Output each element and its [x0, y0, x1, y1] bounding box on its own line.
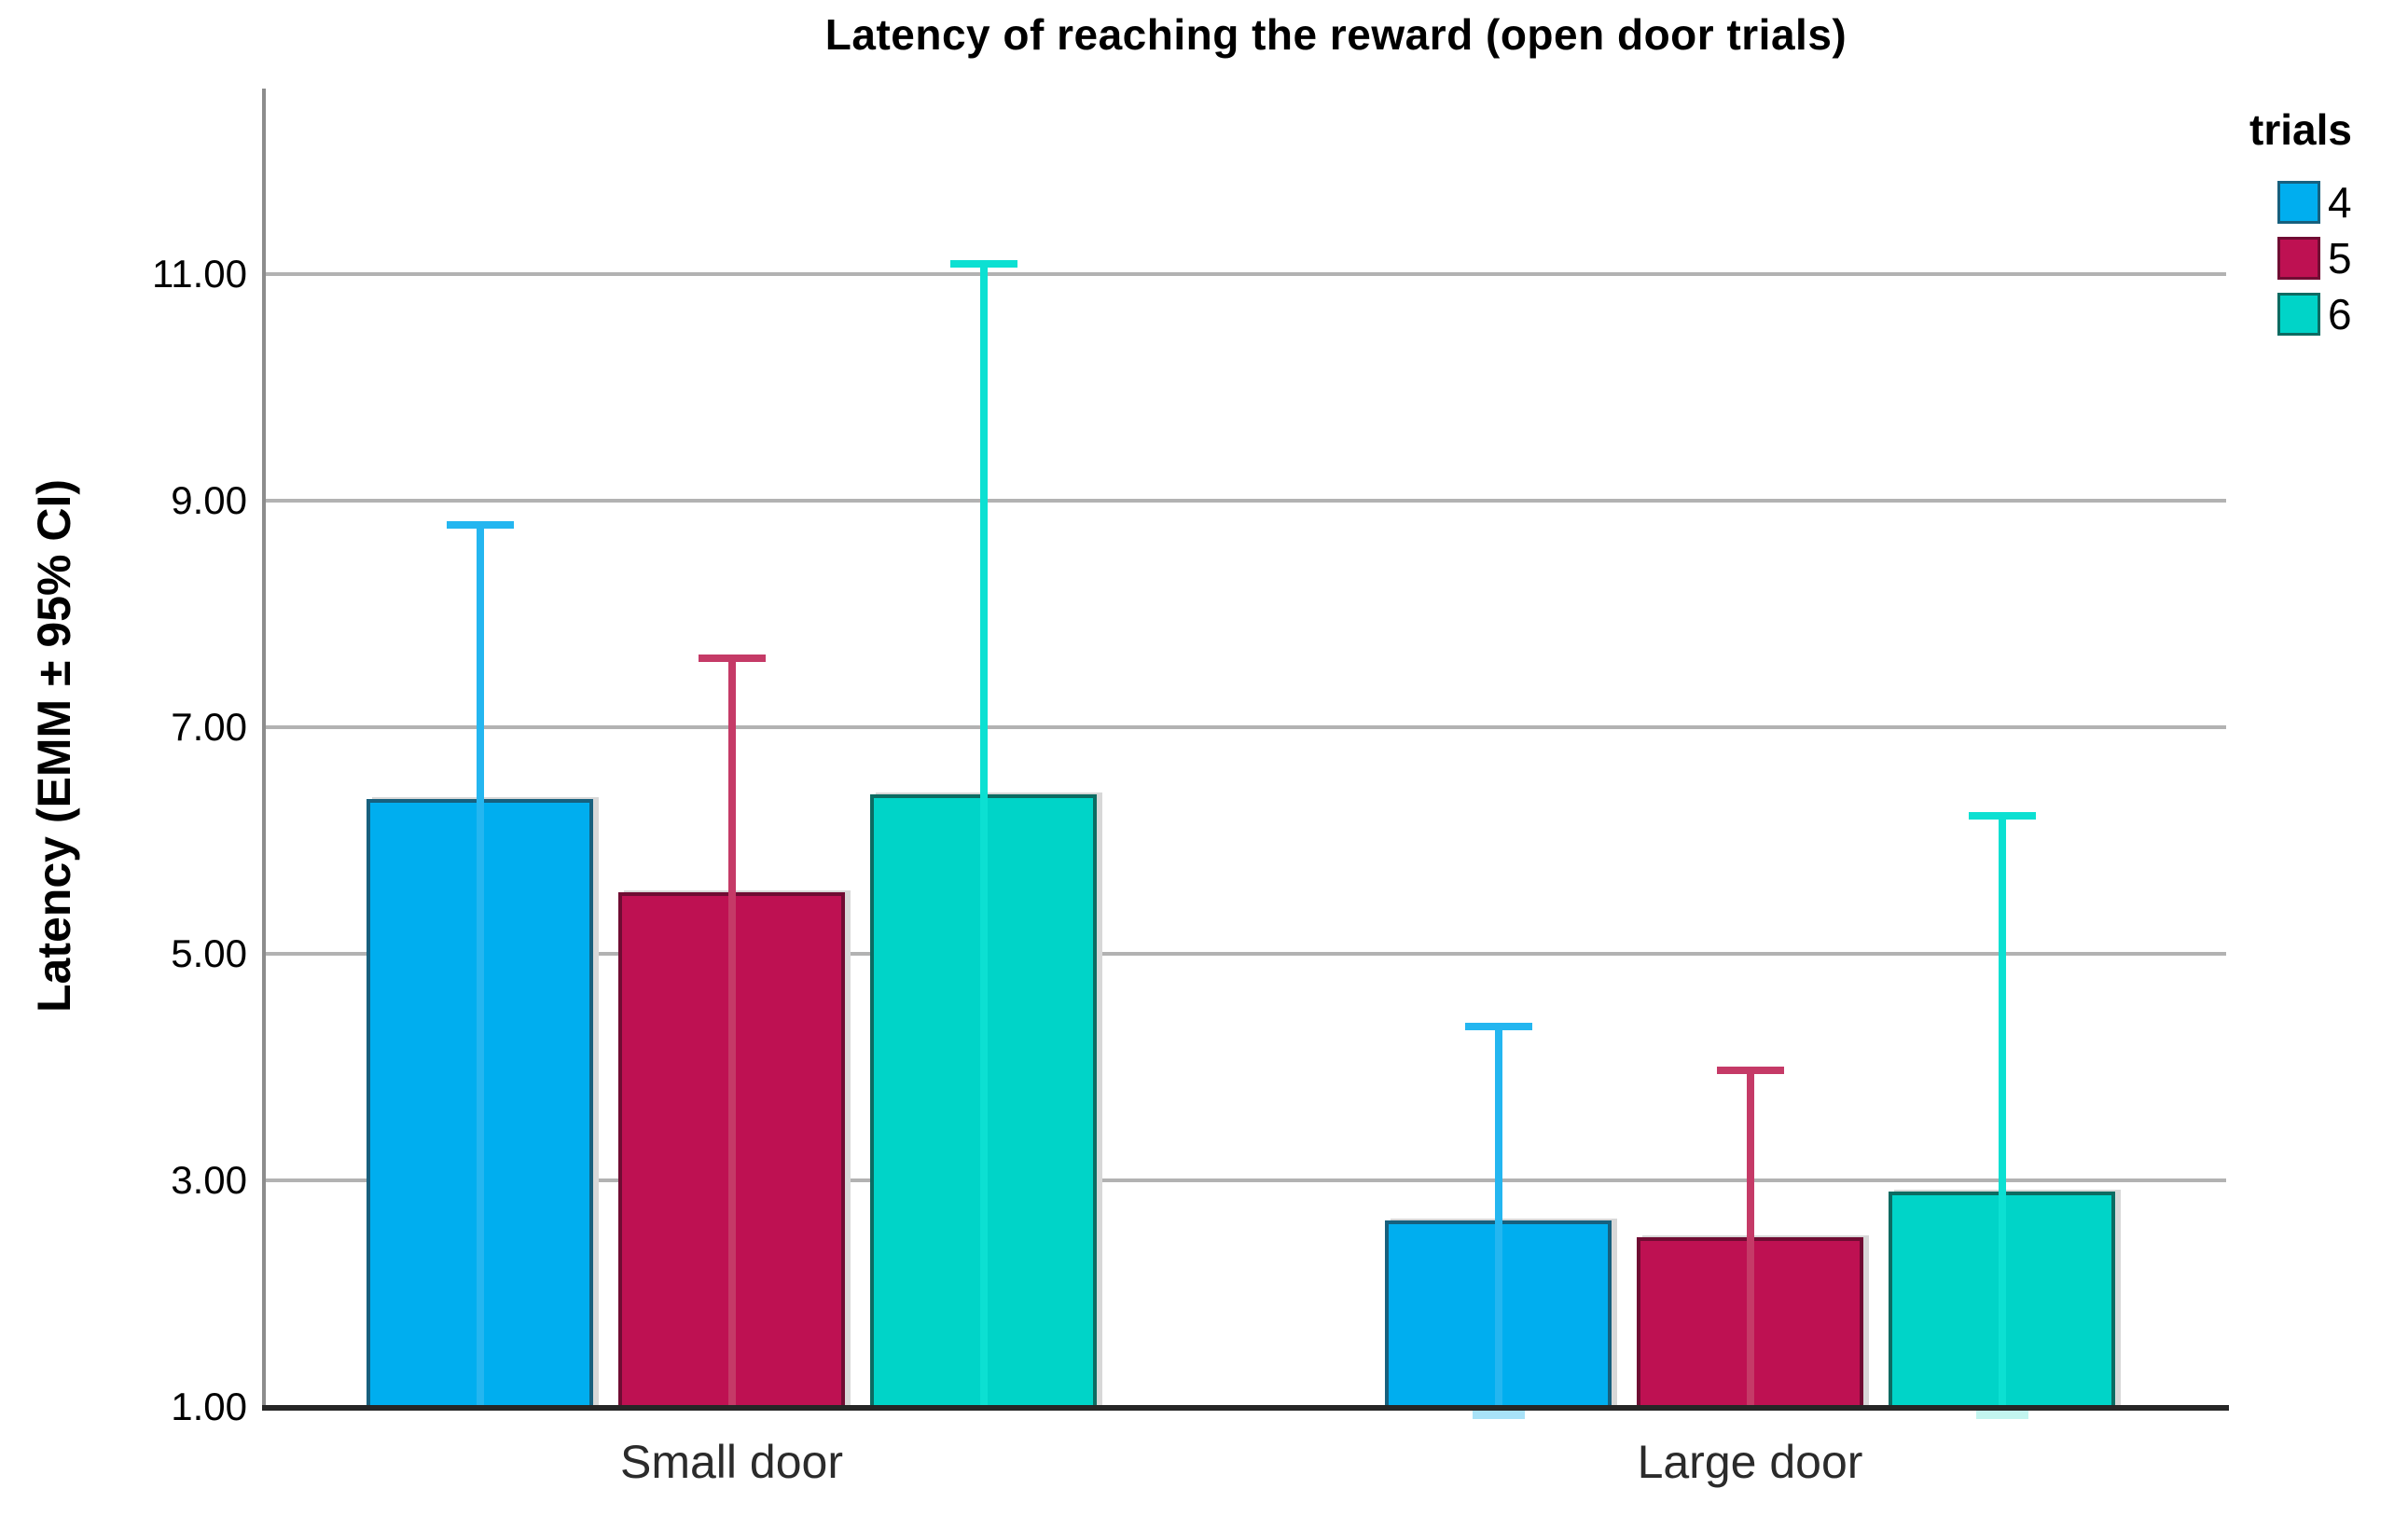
- y-tick-label-5.00: 5.00: [171, 931, 247, 975]
- error-bar-cap-large-door-trials-5: [1716, 1067, 1784, 1075]
- legend-swatch-trials-5: [2277, 237, 2320, 280]
- error-bar-cap-small-door-trials-4: [446, 520, 514, 529]
- y-tick-label-7.00: 7.00: [171, 705, 247, 749]
- plot-area: [262, 89, 2229, 1419]
- x-category-label-small-door: Small door: [620, 1436, 843, 1488]
- error-bar-line-large-door-trials-6: [1998, 815, 2006, 1407]
- legend-label-trials-6: 6: [2328, 290, 2352, 338]
- gridline-7: [266, 725, 2226, 729]
- y-tick-label-11.00: 11.00: [152, 252, 247, 296]
- error-bar-line-large-door-trials-5: [1746, 1070, 1754, 1407]
- gridline-9: [266, 499, 2226, 503]
- x-axis-line: [262, 1405, 2229, 1411]
- legend-label-trials-5: 5: [2328, 234, 2352, 283]
- error-bar-lower-clipped-large-door-trials-4: [1472, 1411, 1525, 1419]
- chart-title: Latency of reaching the reward (open doo…: [824, 10, 1848, 59]
- legend-item-trials-5: 5: [2277, 237, 2352, 280]
- error-bar-line-small-door-trials-5: [727, 657, 736, 1407]
- y-tick-label-1.00: 1.00: [171, 1385, 247, 1428]
- y-axis-line: [262, 89, 266, 1407]
- error-bar-line-small-door-trials-6: [979, 264, 988, 1407]
- error-bar-cap-small-door-trials-5: [698, 654, 766, 662]
- error-bar-line-small-door-trials-4: [476, 524, 484, 1407]
- error-bar-cap-small-door-trials-6: [949, 260, 1017, 269]
- y-tick-label-9.00: 9.00: [171, 478, 247, 522]
- legend-item-trials-4: 4: [2277, 181, 2352, 224]
- legend-swatch-trials-4: [2277, 181, 2320, 224]
- gridline-11: [266, 272, 2226, 276]
- legend-title: trials: [2249, 105, 2352, 154]
- gridline-3: [266, 1178, 2226, 1182]
- legend: trials 4 5 6: [2246, 104, 2352, 349]
- error-bar-cap-large-door-trials-6: [1968, 811, 2036, 820]
- legend-item-trials-6: 6: [2277, 293, 2352, 336]
- error-bar-lower-clipped-large-door-trials-6: [1975, 1411, 2028, 1419]
- gridline-5: [266, 952, 2226, 956]
- legend-label-trials-4: 4: [2328, 178, 2352, 227]
- error-bar-cap-large-door-trials-4: [1464, 1022, 1532, 1030]
- y-tick-label-3.00: 3.00: [171, 1158, 247, 1202]
- legend-swatch-trials-6: [2277, 293, 2320, 336]
- y-axis-label: Latency (EMM ± 95% CI): [28, 479, 80, 1013]
- x-category-label-large-door: Large door: [1637, 1436, 1863, 1488]
- error-bar-line-large-door-trials-4: [1494, 1026, 1502, 1407]
